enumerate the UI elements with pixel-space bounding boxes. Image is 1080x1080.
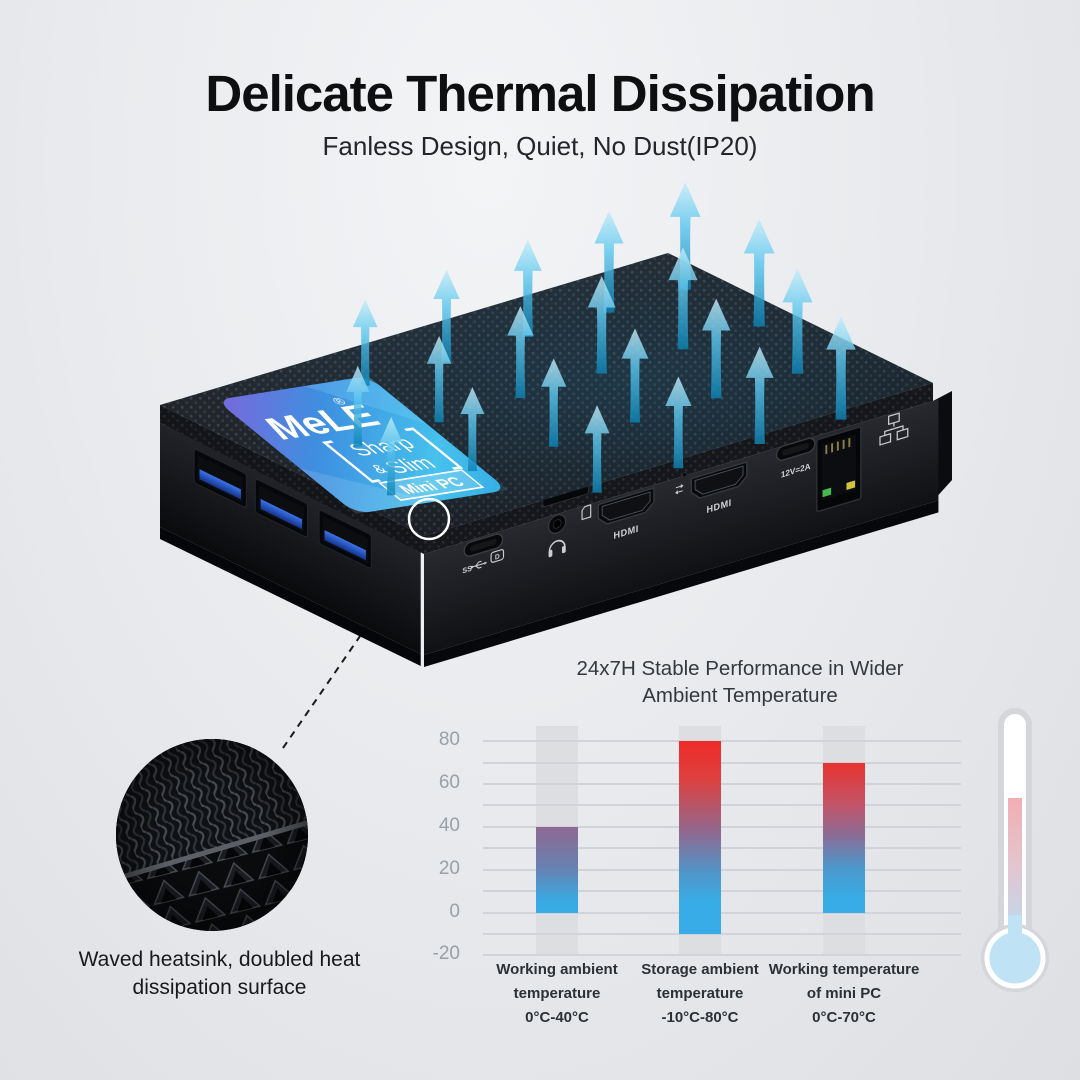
y-tick-80: 80 — [438, 729, 460, 751]
reset-hole — [681, 471, 688, 478]
headphone-icon — [548, 539, 566, 558]
audio-jack-port — [547, 513, 567, 535]
chart-title-line2: Ambient Temperature — [642, 684, 838, 707]
gridline-50 — [483, 804, 961, 807]
page-subtitle: Fanless Design, Quiet, No Dust(IP20) — [322, 131, 758, 161]
category-label-3: Working temperature of mini PC 0°C-70°C — [759, 958, 929, 1030]
ethernet-icon — [879, 412, 909, 446]
category-line: Working temperature — [768, 961, 920, 978]
gridline-30 — [483, 847, 961, 850]
heatsink-caption-line2: dissipation surface — [132, 976, 307, 999]
page-title: Delicate Thermal Dissipation — [205, 65, 875, 122]
category-line: of mini PC — [806, 985, 882, 1002]
ethernet-port — [816, 426, 862, 513]
gridline-20 — [483, 868, 961, 871]
heatsink-caption: Waved heatsink, doubled heat dissipation… — [52, 946, 387, 1002]
hdmi-port-1 — [597, 486, 655, 525]
front-right-rim — [424, 383, 933, 554]
category-line: temperature — [656, 985, 744, 1002]
category-line: -10°C-80°C — [661, 1009, 739, 1026]
chart-title-line1: 24x7H Stable Performance in Wider — [576, 657, 904, 680]
category-line: 0°C-40°C — [525, 1009, 589, 1026]
usb-c-port — [463, 533, 504, 557]
mini-pc-front-face: SS D — [424, 399, 939, 667]
category-line: Working ambient — [496, 961, 618, 978]
category-line: Storage ambient — [641, 961, 759, 978]
mini-pc-left-face — [160, 423, 421, 667]
category-line: temperature — [513, 985, 601, 1002]
gridline-80 — [483, 740, 961, 743]
usb-a-ports — [193, 449, 372, 569]
registered-mark: ® — [328, 396, 350, 408]
heatsink-caption-line1: Waved heatsink, doubled heat — [78, 948, 361, 971]
category-line: 0°C-70°C — [812, 1009, 876, 1026]
bar-3 — [823, 762, 865, 913]
y-tick-20: 20 — [438, 857, 460, 879]
usb-ss-label: SS — [462, 564, 472, 576]
mini-pc: SS D — [160, 253, 952, 667]
chart-y-axis: 80 60 40 20 0 -20 — [408, 724, 470, 964]
usb-ss-icon: SS — [462, 560, 488, 576]
displayport-icon: D — [490, 549, 505, 563]
display-toggle-icon — [675, 484, 684, 495]
chart-title: 24x7H Stable Performance in Wider Ambien… — [510, 655, 970, 709]
gridline-0 — [483, 911, 961, 914]
front-left-rim — [160, 405, 424, 554]
bar-1 — [536, 826, 578, 913]
heatsink-detail-circle — [116, 739, 308, 931]
gridline--10 — [483, 933, 961, 935]
y-tick-60: 60 — [438, 772, 460, 793]
gridline-70 — [483, 761, 961, 764]
category-label-2: Storage ambient temperature -10°C-80°C — [615, 958, 785, 1030]
thermometer-icon — [981, 708, 1049, 992]
bar-2 — [679, 741, 721, 934]
category-label-1: Working ambient temperature 0°C-40°C — [472, 958, 642, 1030]
y-tick-0: 0 — [449, 900, 460, 922]
dp-label: D — [495, 553, 500, 561]
microsd-icon — [581, 504, 592, 521]
gridline-40 — [483, 825, 961, 828]
gridline-10 — [483, 890, 961, 893]
corner-marker-circle — [407, 497, 451, 541]
gridline--20 — [483, 954, 961, 957]
usb-c-power-port — [775, 437, 816, 462]
y-tick-40: 40 — [438, 814, 460, 836]
chart-plot-area — [483, 724, 961, 964]
gridline-60 — [483, 783, 961, 785]
y-tick--20: -20 — [432, 943, 460, 965]
hdmi-port-2 — [690, 460, 748, 499]
